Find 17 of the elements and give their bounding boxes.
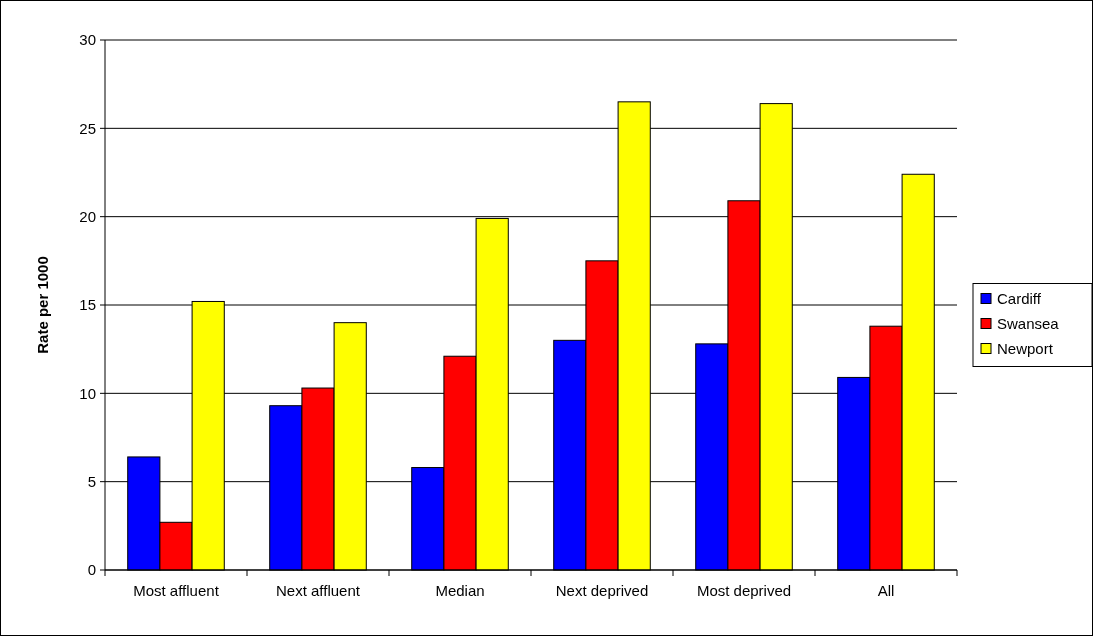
y-tick-label: 20 [79, 207, 96, 225]
y-tick-label: 30 [79, 31, 96, 49]
y-tick-label: 25 [79, 119, 96, 137]
x-tick-label: Next deprived [555, 582, 649, 599]
legend-label: Cardiff [997, 289, 1042, 307]
legend-label: Newport [997, 339, 1054, 357]
x-tick-label: Next affluent [276, 582, 361, 599]
x-tick-label: Median [435, 582, 485, 599]
y-tick-label: 10 [79, 384, 96, 402]
x-tick-label: Most affluent [133, 582, 220, 599]
y-tick-label: 15 [79, 296, 96, 314]
y-tick-label: 5 [87, 472, 96, 490]
x-tick-label: All [877, 582, 895, 599]
legend-label: Swansea [997, 314, 1060, 332]
x-tick-label: Most deprived [696, 582, 792, 599]
y-axis-title: Rate per 1000 [34, 256, 51, 354]
y-tick-label: 0 [87, 561, 96, 579]
